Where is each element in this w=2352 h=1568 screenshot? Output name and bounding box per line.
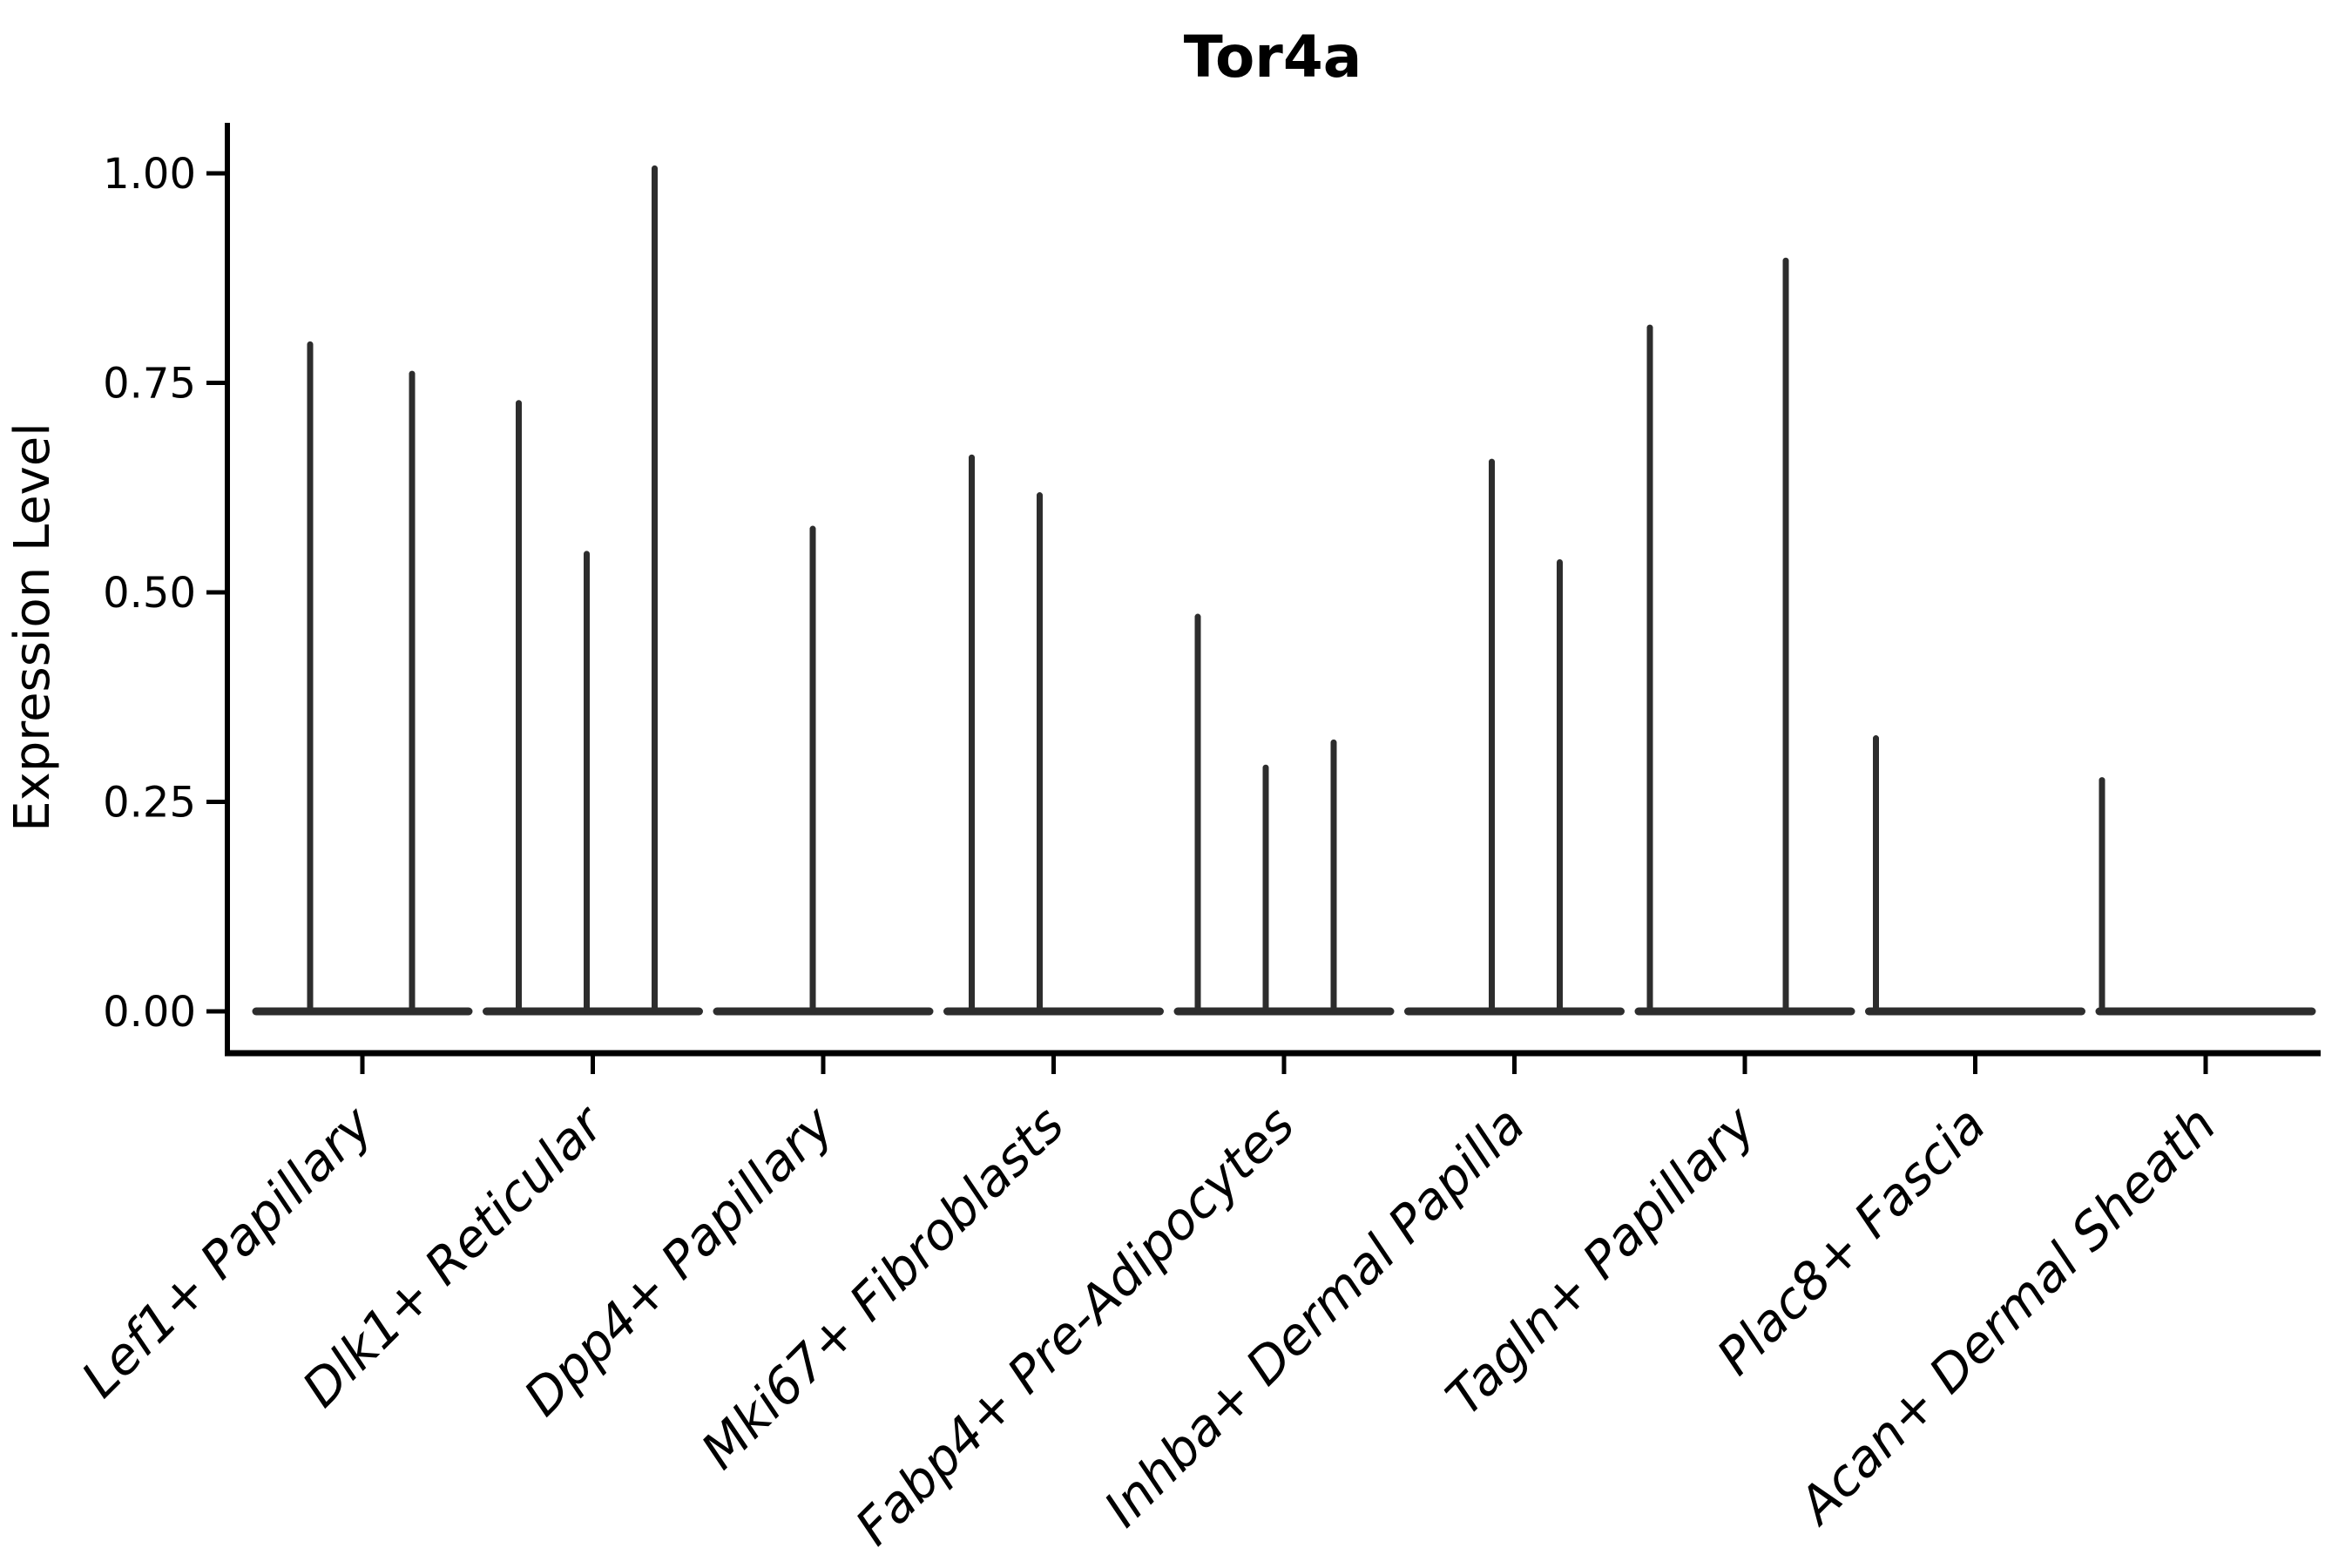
y-tick-label: 0.50 [103,569,196,618]
y-axis-label: Expression Level [4,422,61,832]
y-tick-label: 0.75 [103,360,196,409]
violins [252,165,2316,1016]
y-tick-label: 0.00 [103,988,196,1037]
plot-title: Tor4a [1184,24,1362,91]
y-tick-label: 0.25 [103,779,196,828]
x-tick-label: Fabp4+ Pre-Adipocytes [844,1095,1306,1557]
y-tick-labels: 0.00 0.25 0.50 0.75 1.00 [103,150,196,1037]
x-tick-label: Acan+ Dermal Sheath [1785,1095,2227,1538]
x-tick-label: Inhba+ Dermal Papilla [1092,1095,1536,1538]
axes [206,123,2321,1074]
y-tick-label: 1.00 [103,150,196,199]
